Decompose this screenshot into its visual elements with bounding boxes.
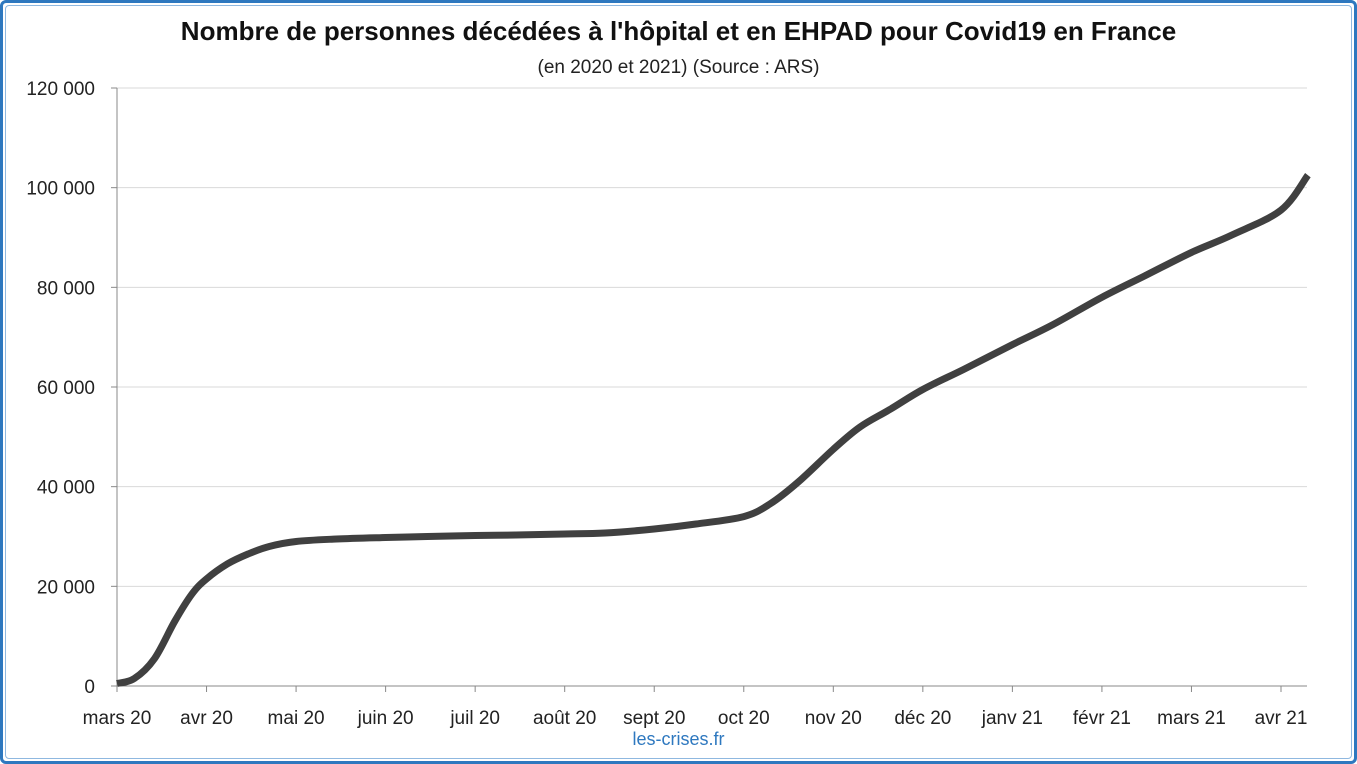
x-tick-label: oct 20: [718, 708, 770, 729]
x-tick-label: nov 20: [805, 708, 862, 729]
series-line: [116, 173, 1311, 687]
credit-label: les-crises.fr: [632, 729, 725, 749]
gridlines: [117, 87, 1307, 587]
x-tick-label: août 20: [533, 708, 596, 729]
y-tick-label: 20 000: [37, 577, 95, 598]
chart-subtitle: (en 2020 et 2021) (Source : ARS): [537, 57, 820, 78]
x-tick-label: mai 20: [268, 708, 325, 729]
y-tick-label: 40 000: [37, 478, 95, 499]
y-tick-label: 120 000: [26, 79, 95, 100]
x-tick-label: mars 21: [1157, 708, 1226, 729]
series-layer: [116, 173, 1311, 687]
x-tick-label: janv 21: [981, 708, 1043, 729]
x-axis-ticks: mars 20 avr 20 mai 20 juin 20 juil 20 août 20…: [83, 686, 1308, 729]
x-tick-label: sept 20: [623, 708, 685, 729]
y-tick-label: 100 000: [26, 179, 95, 200]
x-tick-label: avr 21: [1255, 708, 1308, 729]
x-tick-label: juin 20: [357, 708, 414, 729]
chart-inner-frame: [5, 5, 1352, 759]
x-tick-label: févr 21: [1073, 708, 1131, 729]
chart-title: Nombre de personnes décédées à l'hôpital…: [180, 16, 1177, 46]
x-tick-label: juil 20: [449, 708, 500, 729]
x-tick-label: mars 20: [83, 708, 152, 729]
y-tick-label: 80 000: [37, 278, 95, 299]
y-tick-label: 60 000: [37, 378, 95, 399]
x-tick-label: avr 20: [180, 708, 233, 729]
x-tick-label: déc 20: [894, 708, 951, 729]
y-tick-label: 0: [84, 677, 95, 698]
y-axis-ticks: 0 20 000 40 000 60 000 80 000 100 000 120 000: [26, 79, 117, 698]
